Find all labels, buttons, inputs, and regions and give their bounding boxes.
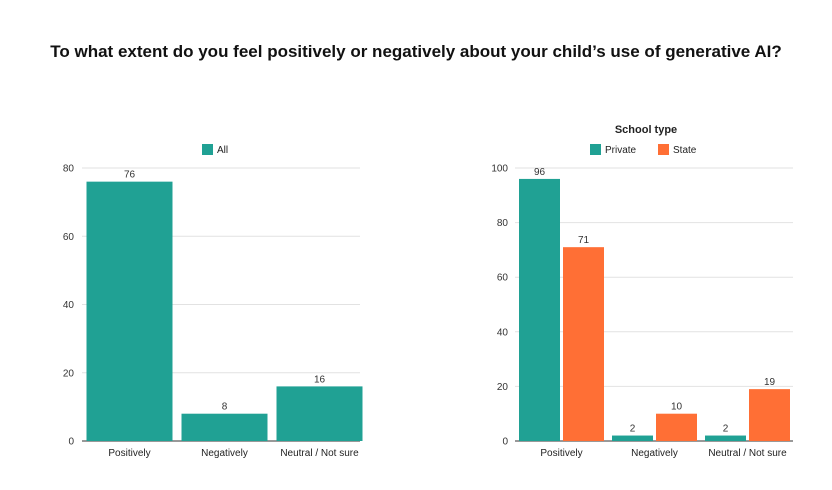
bar-private <box>519 178 560 442</box>
bar-state <box>563 247 604 441</box>
chart-by-school-type: 0 20 40 60 80 100 96 71 Positively 2 10 Negatively 2… <box>491 124 793 459</box>
data-label: 96 <box>534 167 546 178</box>
chart-title: To what extent do you feel positively or… <box>50 42 782 61</box>
data-label: 16 <box>314 374 326 385</box>
category-label: Positively <box>108 448 150 459</box>
bar-state <box>656 413 697 441</box>
data-label: 76 <box>124 170 136 181</box>
bar-state <box>749 389 790 441</box>
category-label: Neutral / Not sure <box>708 448 787 459</box>
bar-private <box>612 435 653 441</box>
legend-swatch-private <box>590 144 601 155</box>
y-tick-label: 20 <box>63 368 75 379</box>
legend-title: School type <box>615 124 677 136</box>
y-tick-label: 80 <box>63 164 75 175</box>
data-label: 10 <box>671 402 683 413</box>
data-label: 2 <box>723 424 729 435</box>
category-label: Negatively <box>201 448 248 459</box>
y-tick-label: 0 <box>68 437 74 448</box>
y-tick-label: 60 <box>63 232 75 243</box>
data-label: 8 <box>222 402 228 413</box>
y-tick-label: 20 <box>497 382 509 393</box>
data-label: 19 <box>764 377 776 388</box>
y-tick-label: 100 <box>491 164 508 175</box>
data-label: 2 <box>630 424 636 435</box>
category-label: Positively <box>540 448 582 459</box>
bar-all <box>181 413 268 441</box>
legend-swatch-all <box>202 144 213 155</box>
category-label: Neutral / Not sure <box>280 448 359 459</box>
bar-all <box>86 181 173 441</box>
y-tick-label: 40 <box>63 300 75 311</box>
y-tick-label: 60 <box>497 273 509 284</box>
bar-private <box>705 435 746 441</box>
bar-all <box>276 386 363 441</box>
chart-all-respondents: 0 20 40 60 80 76 Positively 8 Negatively 16 Neutra… <box>63 144 363 459</box>
legend-label-private: Private <box>605 145 637 156</box>
y-tick-label: 80 <box>497 218 509 229</box>
legend-label-state: State <box>673 145 697 156</box>
legend-swatch-state <box>658 144 669 155</box>
y-tick-label: 0 <box>502 437 508 448</box>
data-label: 71 <box>578 235 590 246</box>
category-label: Negatively <box>631 448 678 459</box>
y-tick-label: 40 <box>497 327 509 338</box>
legend-label-all: All <box>217 145 228 156</box>
